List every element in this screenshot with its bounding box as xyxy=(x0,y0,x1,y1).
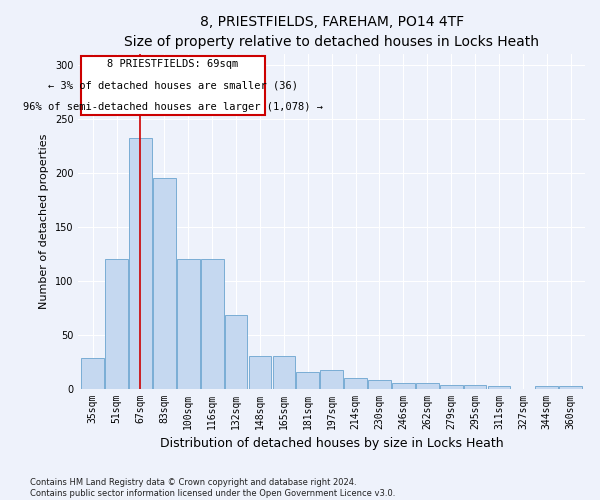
Bar xyxy=(296,372,319,388)
Bar xyxy=(201,259,224,388)
Bar xyxy=(153,178,176,388)
Y-axis label: Number of detached properties: Number of detached properties xyxy=(40,134,49,309)
Bar xyxy=(416,383,439,388)
Title: 8, PRIESTFIELDS, FAREHAM, PO14 4TF
Size of property relative to detached houses : 8, PRIESTFIELDS, FAREHAM, PO14 4TF Size … xyxy=(124,15,539,48)
Bar xyxy=(368,380,391,388)
Bar xyxy=(105,259,128,388)
Bar xyxy=(392,383,415,388)
Bar xyxy=(344,378,367,388)
Text: ← 3% of detached houses are smaller (36): ← 3% of detached houses are smaller (36) xyxy=(48,80,298,90)
Bar xyxy=(320,370,343,388)
Bar xyxy=(225,315,247,388)
X-axis label: Distribution of detached houses by size in Locks Heath: Distribution of detached houses by size … xyxy=(160,437,503,450)
Bar xyxy=(272,356,295,388)
Bar xyxy=(440,386,463,388)
Bar xyxy=(464,386,487,388)
Bar xyxy=(559,386,582,388)
Bar xyxy=(248,356,271,388)
Bar xyxy=(129,138,152,388)
Text: 8 PRIESTFIELDS: 69sqm: 8 PRIESTFIELDS: 69sqm xyxy=(107,59,238,69)
Bar xyxy=(535,386,558,388)
Text: 96% of semi-detached houses are larger (1,078) →: 96% of semi-detached houses are larger (… xyxy=(23,102,323,113)
Bar xyxy=(488,386,511,388)
Bar xyxy=(177,259,200,388)
Bar xyxy=(82,358,104,388)
FancyBboxPatch shape xyxy=(81,56,265,116)
Text: Contains HM Land Registry data © Crown copyright and database right 2024.
Contai: Contains HM Land Registry data © Crown c… xyxy=(30,478,395,498)
